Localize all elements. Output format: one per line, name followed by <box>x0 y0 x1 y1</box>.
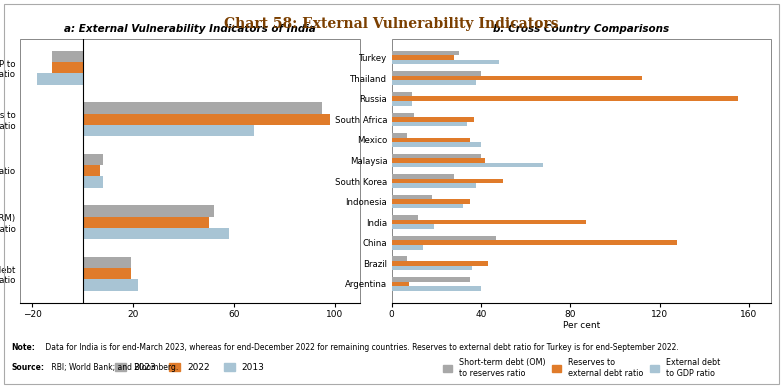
Bar <box>83 114 330 125</box>
Title: a: External Vulnerability Indicators of India: a: External Vulnerability Indicators of … <box>64 24 316 34</box>
Bar <box>83 257 131 268</box>
Legend: Short-term debt (OM)
to reserves ratio, Reserves to
external debt ratio, Externa: Short-term debt (OM) to reserves ratio, … <box>442 359 720 378</box>
Bar <box>392 261 488 265</box>
Bar <box>392 179 503 183</box>
Bar <box>38 73 83 85</box>
Bar <box>52 62 83 73</box>
Text: Source:: Source: <box>12 363 45 372</box>
Bar <box>392 265 472 270</box>
Bar <box>52 51 83 62</box>
Bar <box>392 92 412 97</box>
Bar <box>392 133 407 138</box>
Bar <box>392 80 476 85</box>
Bar <box>83 279 138 291</box>
Bar <box>83 177 103 188</box>
Bar <box>83 154 103 165</box>
Bar <box>83 165 100 177</box>
Bar <box>392 71 481 76</box>
Bar <box>83 102 323 114</box>
X-axis label: Per cent: Per cent <box>563 321 600 330</box>
Bar <box>392 183 476 188</box>
Bar <box>392 121 467 126</box>
Bar <box>392 236 496 241</box>
Bar <box>392 215 418 220</box>
Bar <box>392 39 771 303</box>
Title: b: Cross Country Comparisons: b: Cross Country Comparisons <box>493 24 669 34</box>
Bar <box>83 125 254 136</box>
Bar <box>392 163 543 167</box>
Bar <box>392 51 459 55</box>
Bar <box>392 113 414 117</box>
Bar <box>392 282 410 286</box>
Bar <box>392 245 423 249</box>
Text: RBI; World Bank; and Bloomberg.: RBI; World Bank; and Bloomberg. <box>49 363 179 372</box>
Bar <box>392 256 407 261</box>
Bar <box>392 204 463 208</box>
Bar <box>392 76 642 80</box>
Bar <box>392 199 470 204</box>
Bar <box>83 205 214 217</box>
Bar <box>83 217 209 228</box>
Bar <box>20 39 360 303</box>
Text: Chart 58: External Vulnerability Indicators: Chart 58: External Vulnerability Indicat… <box>224 17 559 31</box>
Bar <box>392 195 431 199</box>
Bar <box>392 55 454 60</box>
Bar <box>392 158 485 163</box>
Bar <box>392 97 738 101</box>
Bar <box>392 224 434 229</box>
Bar <box>392 241 677 245</box>
Bar <box>392 286 481 291</box>
Bar <box>392 220 586 224</box>
Bar <box>392 101 412 106</box>
Text: Data for India is for end-March 2023, whereas for end-December 2022 for remainin: Data for India is for end-March 2023, wh… <box>43 343 679 352</box>
Bar <box>392 117 474 121</box>
Bar <box>392 142 481 147</box>
Bar <box>392 60 499 64</box>
Bar <box>83 268 131 279</box>
Legend: 2023, 2022, 2013: 2023, 2022, 2013 <box>115 363 265 372</box>
Bar <box>392 174 454 179</box>
Text: Note:: Note: <box>12 343 35 352</box>
Bar <box>392 138 470 142</box>
Bar <box>392 154 481 158</box>
Bar <box>83 228 229 239</box>
Bar <box>392 277 470 282</box>
